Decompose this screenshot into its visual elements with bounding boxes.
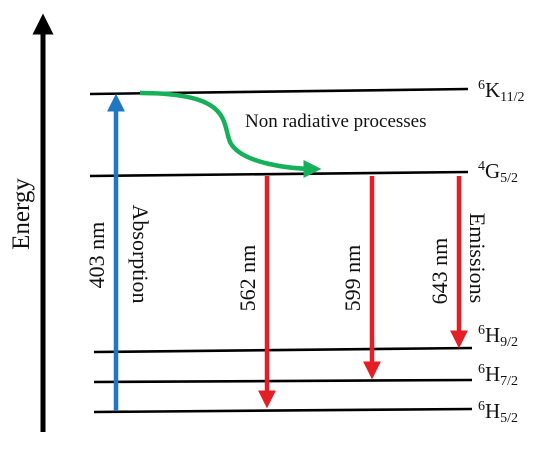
level-line-h5 xyxy=(93,407,473,414)
absorption-wavelength-label: 403 nm xyxy=(84,222,109,289)
level-label-h7: 6H7/2 xyxy=(478,362,518,389)
energy-axis-title: Energy xyxy=(8,178,35,250)
level-label-h5: 6H5/2 xyxy=(478,399,518,426)
level-label-h9: 6H9/2 xyxy=(478,323,518,350)
absorption-label: Absorption xyxy=(128,205,153,304)
emission-label-599: 599 nm xyxy=(340,245,365,312)
emissions-label: Emissions xyxy=(465,213,490,303)
level-label-k11: 6K11/2 xyxy=(478,78,525,105)
level-line-g5 xyxy=(89,170,469,178)
level-line-h7 xyxy=(93,378,473,384)
nonradiative-label: Non radiative processes xyxy=(245,111,427,132)
emission-label-643: 643 nm xyxy=(427,238,452,305)
nonradiative-arrow xyxy=(139,90,322,178)
level-line-h9 xyxy=(93,346,473,354)
level-label-g5: 4G5/2 xyxy=(478,159,518,186)
emission-label-562: 562 nm xyxy=(235,245,260,312)
